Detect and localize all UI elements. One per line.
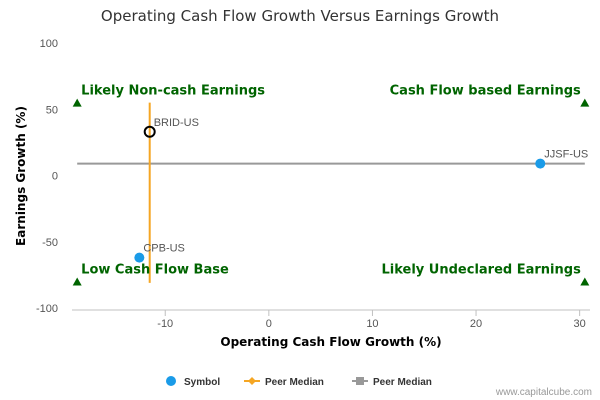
quadrant-label: Likely Non-cash Earnings: [81, 84, 265, 99]
quadrant-labels: Likely Non-cash Earnings Cash Flow based …: [72, 84, 590, 286]
x-tick-label: -10: [157, 318, 173, 330]
data-point-label: JJSF-US: [544, 149, 588, 161]
y-tick-label: 100: [40, 38, 58, 50]
x-tick-label: 20: [470, 318, 482, 330]
y-axis-ticks: 100 50 0 -50 -100: [36, 38, 58, 315]
data-point[interactable]: [134, 252, 145, 263]
credit-text: www.capitalcube.com: [495, 387, 592, 398]
legend-diamond-icon: [248, 377, 256, 385]
legend-label: Peer Median: [373, 377, 432, 388]
x-tick-label: 30: [574, 318, 586, 330]
quadrant-marker-icon: [580, 98, 590, 107]
legend-item[interactable]: Peer Median: [244, 377, 324, 388]
x-axis-ticks: -10 0 10 20 30: [157, 310, 586, 330]
legend-item[interactable]: Peer Median: [352, 377, 432, 388]
legend-label: Peer Median: [265, 377, 324, 388]
y-tick-label: 0: [52, 171, 58, 183]
x-axis-title: Operating Cash Flow Growth (%): [220, 335, 441, 349]
quadrant-marker-icon: [72, 98, 82, 107]
legend-item[interactable]: Symbol: [166, 376, 220, 388]
data-point-label: BRID-US: [154, 117, 199, 129]
x-tick-label: 0: [266, 318, 272, 330]
legend-circle-icon: [166, 376, 176, 386]
quadrant-marker-icon: [580, 277, 590, 286]
data-point[interactable]: [143, 125, 156, 138]
y-tick-label: -50: [42, 237, 58, 249]
peer-median-lines: [77, 102, 585, 283]
y-tick-label: 50: [46, 104, 58, 116]
x-tick-label: 10: [366, 318, 378, 330]
quadrant-label: Likely Undeclared Earnings: [382, 263, 582, 278]
data-points: CPB-US BRID-US JJSF-US: [134, 117, 588, 263]
quadrant-label: Cash Flow based Earnings: [390, 84, 581, 99]
chart-title: Operating Cash Flow Growth Versus Earnin…: [101, 7, 499, 25]
quadrant-marker-icon: [72, 277, 82, 286]
quadrant-label: Low Cash Flow Base: [81, 263, 229, 278]
y-tick-label: -100: [36, 303, 58, 315]
legend-label: Symbol: [184, 377, 220, 388]
legend: Symbol Peer Median Peer Median: [166, 376, 432, 388]
data-point[interactable]: [535, 158, 546, 169]
y-axis-title: Earnings Growth (%): [14, 106, 28, 246]
legend-square-icon: [356, 377, 364, 385]
data-point-label: CPB-US: [143, 243, 185, 255]
